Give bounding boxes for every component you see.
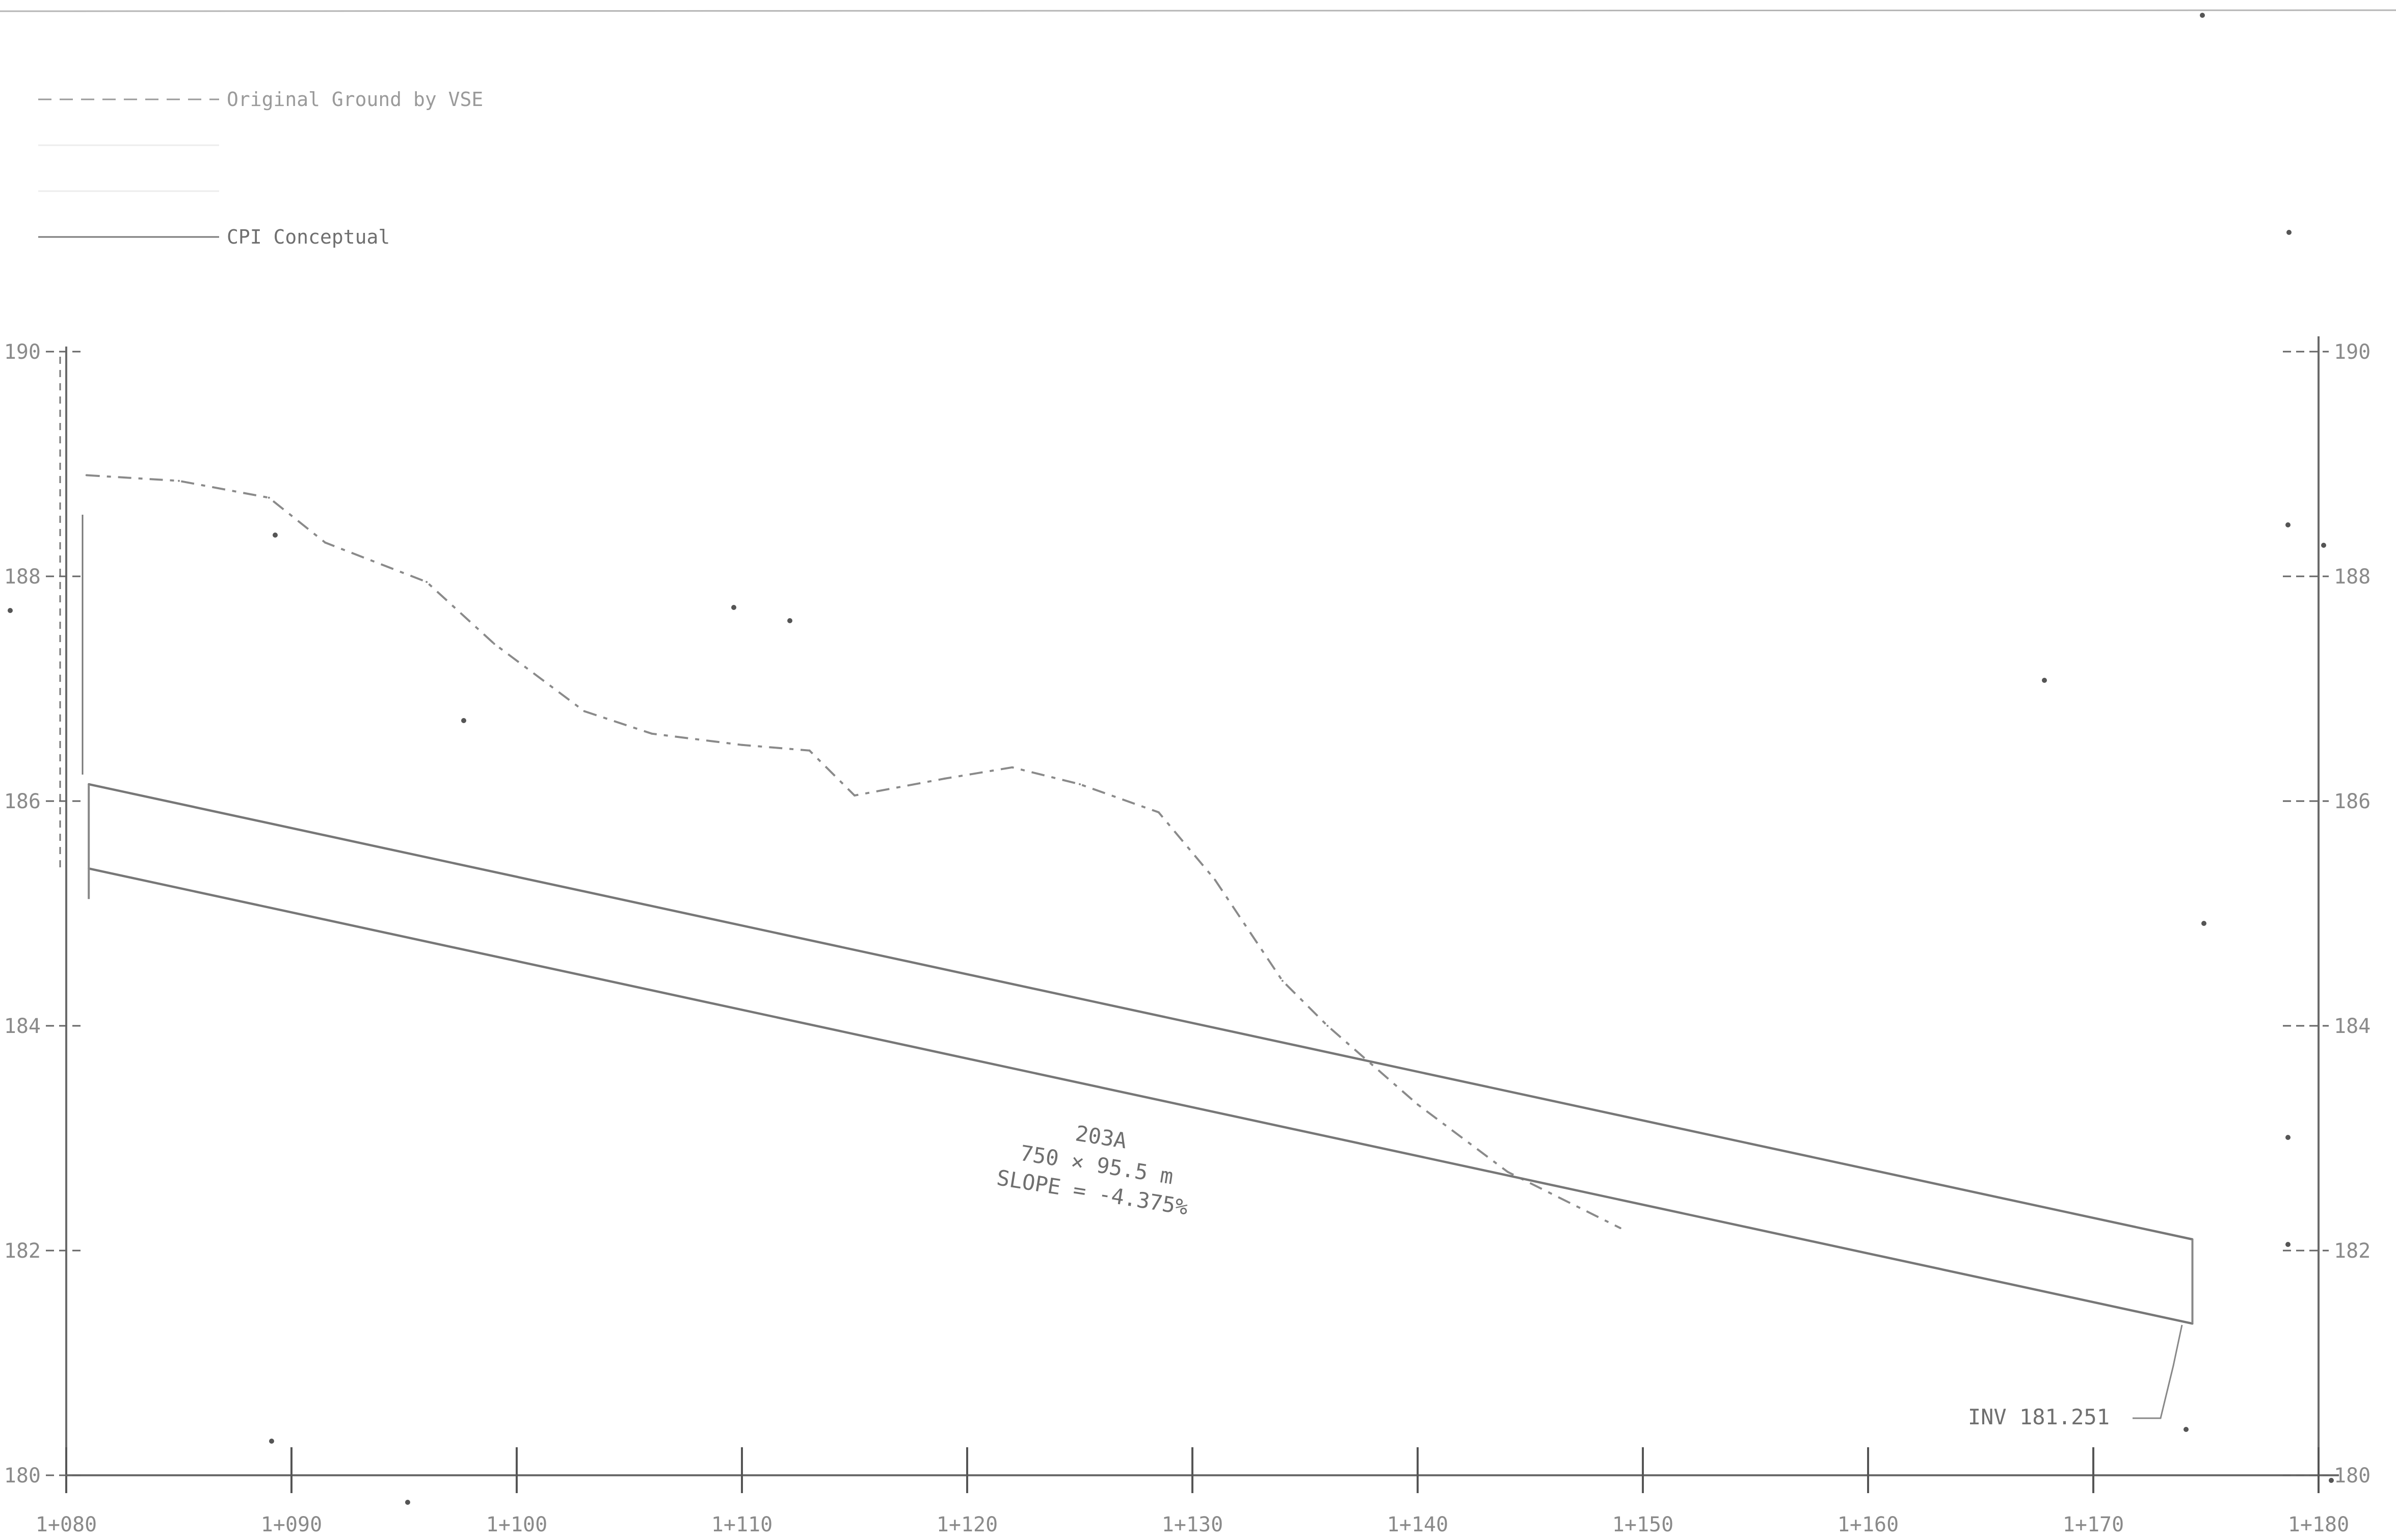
- invert-leader-line: [2133, 1324, 2183, 1419]
- series-0-point: [808, 749, 811, 752]
- x-tick-label: 1+130: [1162, 1513, 1223, 1536]
- series-0-point: [583, 710, 585, 712]
- scan-speck: [2285, 522, 2291, 527]
- right-y-tick-label: 190: [2334, 340, 2371, 364]
- scan-speck: [2285, 1135, 2291, 1140]
- x-tick-label: 1+080: [36, 1513, 97, 1536]
- scan-speck: [269, 1439, 274, 1444]
- series-0-point: [1011, 766, 1014, 768]
- left-y-tick-label: 190: [4, 340, 41, 364]
- series-0-point: [1506, 1171, 1509, 1173]
- left-y-tick-label: 182: [4, 1239, 41, 1263]
- legend-label-3: CPI Conceptual: [227, 226, 390, 248]
- scan-speck: [787, 618, 792, 623]
- series-0-point: [1417, 1103, 1419, 1106]
- series-0-point: [1157, 811, 1160, 814]
- series-0-point: [854, 794, 856, 796]
- right-y-tick-label: 182: [2334, 1239, 2371, 1263]
- series-0-point: [85, 474, 88, 476]
- scan-speck: [2329, 1478, 2334, 1483]
- series-0-point: [1326, 1025, 1329, 1027]
- scan-speck: [273, 533, 278, 538]
- legend-label-0: Original Ground by VSE: [227, 88, 483, 111]
- series-0-point: [1214, 879, 1216, 881]
- series-0-point: [178, 480, 180, 482]
- right-y-tick-label: 184: [2334, 1015, 2371, 1038]
- pipe-line-2: [88, 867, 2193, 1325]
- x-tick-label: 1+150: [1612, 1513, 1673, 1536]
- left-y-tick-label: 184: [4, 1015, 41, 1038]
- x-tick-label: 1+180: [2288, 1513, 2349, 1536]
- scan-speck: [2201, 921, 2206, 926]
- ticks: 1+080 1+090 1+100 1+110 1+120 1+130 1+140 1+150…: [4, 340, 2371, 1536]
- x-tick-label: 1+100: [486, 1513, 547, 1536]
- right-y-tick-label: 186: [2334, 790, 2371, 813]
- series-0-point: [1281, 979, 1284, 982]
- scan-speck: [2042, 678, 2047, 683]
- x-tick-label: 1+140: [1387, 1513, 1448, 1536]
- series-0-point: [324, 541, 327, 544]
- scan-speck: [731, 605, 736, 610]
- series: [85, 474, 2194, 1325]
- series-0-point: [651, 732, 653, 735]
- scan-speck: [405, 1500, 410, 1505]
- x-tick-label: 1+170: [2063, 1513, 2124, 1536]
- legend: Original Ground by VSE CPI Conceptual: [38, 88, 483, 248]
- scan-speck: [2286, 230, 2292, 235]
- right-y-tick-label: 188: [2334, 565, 2371, 589]
- series-0-point: [425, 581, 428, 583]
- top-border: [0, 9, 2396, 12]
- series-0-point: [741, 744, 743, 746]
- scan-speck: [2321, 543, 2326, 548]
- series-0-point: [1619, 1227, 1621, 1229]
- left-y-tick-label: 180: [4, 1464, 41, 1488]
- x-tick-label: 1+110: [711, 1513, 773, 1536]
- scan-speck: [461, 718, 466, 723]
- series-0-point: [943, 777, 946, 780]
- left-y-tick-label: 186: [4, 790, 41, 813]
- series-0-point: [268, 496, 270, 499]
- scan-speck: [2285, 1242, 2291, 1247]
- x-tick-label: 1+160: [1838, 1513, 1899, 1536]
- x-tick-label: 1+120: [937, 1513, 998, 1536]
- pipe-line-1: [88, 783, 2193, 1241]
- invert-label: INV 181.251: [1968, 1404, 2110, 1429]
- left-y-tick-label: 188: [4, 565, 41, 589]
- scan-speck: [2184, 1427, 2189, 1432]
- scan-speck: [8, 608, 13, 613]
- axes: [59, 336, 2339, 1476]
- scan-speck: [2200, 13, 2205, 18]
- series-0-point: [493, 643, 495, 645]
- right-y-tick-label: 180: [2334, 1464, 2371, 1488]
- x-tick-label: 1+090: [261, 1513, 322, 1536]
- series-0-point: [1079, 783, 1081, 785]
